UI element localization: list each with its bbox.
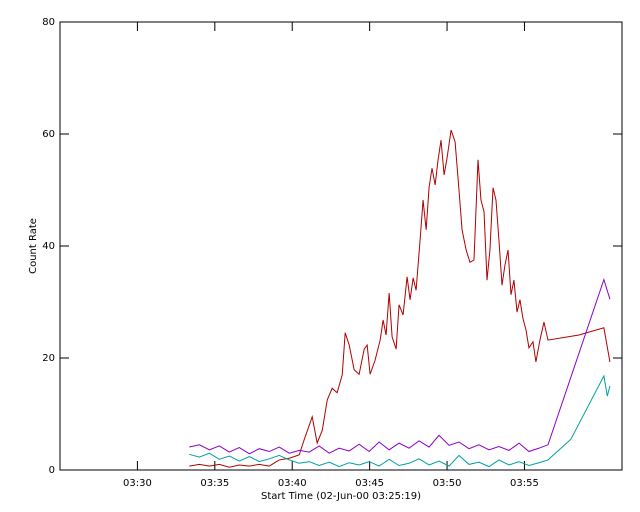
x-tick-label: 03:40 — [278, 478, 307, 489]
y-tick-label: 40 — [42, 241, 55, 252]
x-tick-label: 03:30 — [123, 478, 152, 489]
y-tick-label: 20 — [42, 353, 55, 364]
y-tick-label: 80 — [42, 17, 55, 28]
series-line — [189, 277, 611, 455]
plot-frame — [59, 21, 623, 471]
series-line — [189, 129, 611, 468]
series-line — [189, 374, 611, 468]
x-tick-label: 03:55 — [510, 478, 539, 489]
y-tick-label: 60 — [42, 129, 55, 140]
y-tick-label: 0 — [49, 465, 55, 476]
x-tick-label: 03:45 — [355, 478, 384, 489]
x-tick-label: 03:50 — [433, 478, 462, 489]
x-tick-label: 03:35 — [200, 478, 229, 489]
y-axis-title: Count Rate — [28, 218, 39, 274]
x-axis-title: Start Time (02-Jun-00 03:25:19) — [261, 491, 421, 502]
